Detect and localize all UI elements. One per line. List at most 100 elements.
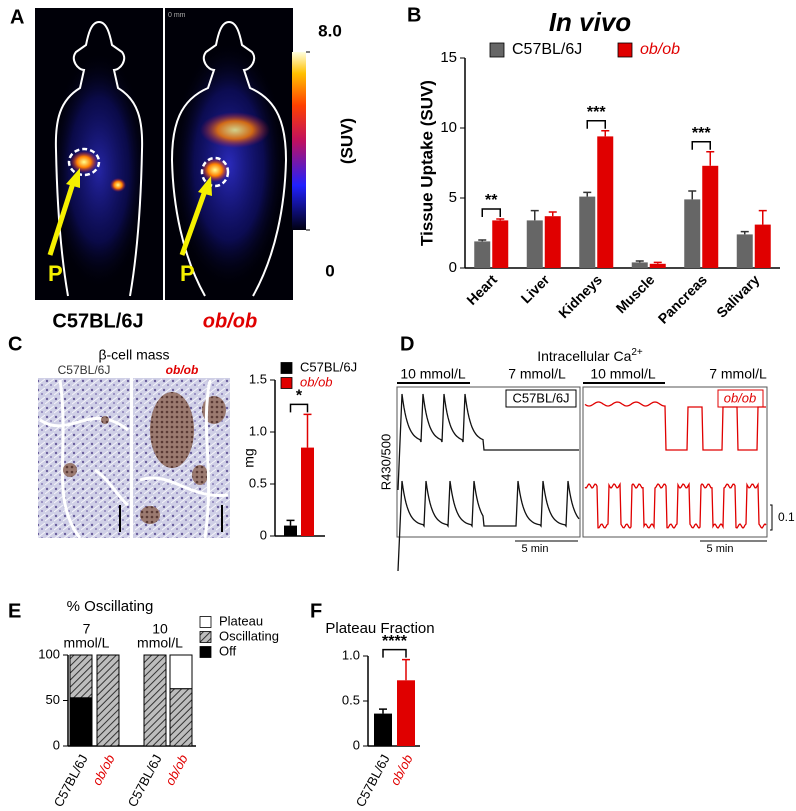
- error-bar: [601, 130, 610, 137]
- legend-label: ob/ob: [640, 41, 680, 58]
- image-label: C57BL/6J: [58, 363, 111, 377]
- bar-segment: [169, 654, 193, 690]
- strain-box: [717, 389, 764, 408]
- y-tick-label: 100: [38, 646, 60, 661]
- x-tick-label: ob/ob: [162, 752, 191, 788]
- y-tick-label: 1.5: [249, 371, 267, 386]
- chart-title: % Oscillating: [67, 598, 154, 615]
- pet-image: P 0 mm: [165, 8, 293, 300]
- title-text: Intracellular Ca: [537, 348, 631, 364]
- significance-label: **: [485, 192, 498, 209]
- y-tick-label: 0: [353, 737, 360, 752]
- bar: [684, 199, 701, 268]
- bar: [544, 216, 561, 268]
- y-tick-label: 1.0: [342, 647, 360, 662]
- bar: [579, 196, 596, 268]
- error-bar: [478, 239, 487, 242]
- significance-bracket: [289, 403, 309, 413]
- condition-label: 7 mmol/L: [709, 366, 767, 382]
- arrow-label: P: [48, 261, 63, 286]
- bar: [597, 136, 614, 268]
- error-bar: [548, 211, 557, 217]
- condition-label: 7 mmol/L: [508, 366, 566, 382]
- error-bar: [706, 151, 715, 166]
- error-bar: [496, 218, 505, 221]
- bar: [631, 262, 648, 268]
- panel-title: β-cell mass: [98, 347, 169, 363]
- scale-label: 5 min: [707, 543, 734, 555]
- scale-bar: [770, 504, 773, 531]
- bar: [397, 680, 415, 746]
- significance-label: ***: [692, 125, 711, 142]
- calcium-trace: [584, 401, 766, 451]
- x-tick-label: ob/ob: [387, 752, 416, 788]
- error-bar: [303, 413, 312, 448]
- y-tick-label: 50: [46, 692, 60, 707]
- y-tick-label: 10: [440, 119, 457, 136]
- chart-title: Plateau Fraction: [325, 620, 434, 637]
- x-tick-label: Salivary: [713, 271, 762, 320]
- bar-segment: [69, 697, 93, 747]
- histology-image: [38, 378, 130, 539]
- scale-text: 0 mm: [168, 12, 186, 19]
- condition-label: 10 mmol/L: [400, 366, 466, 382]
- trace-frame: [582, 386, 768, 538]
- significance-label: ***: [587, 104, 606, 121]
- legend-swatch: [280, 362, 293, 374]
- calcium-trace: [397, 393, 579, 491]
- legend-swatch: [199, 646, 212, 658]
- bar: [492, 220, 509, 268]
- error-bar: [635, 260, 644, 263]
- x-tick-label: ob/ob: [89, 752, 118, 788]
- group-label: 7: [83, 621, 91, 637]
- pet-image: P: [35, 8, 163, 300]
- bar: [649, 263, 666, 268]
- calcium-trace: [584, 482, 767, 530]
- group-label: mmol/L: [137, 635, 183, 651]
- bar: [474, 241, 491, 268]
- calcium-trace: [397, 480, 580, 572]
- significance-bracket: [586, 120, 606, 129]
- error-bar: [583, 191, 592, 197]
- x-tick-label: Liver: [518, 271, 553, 306]
- bar-segment: [69, 654, 93, 699]
- error-bar: [379, 708, 387, 714]
- y-tick-label: 5: [449, 189, 457, 206]
- significance-label: *: [296, 388, 303, 405]
- panel-title: Intracellular Ca2+: [537, 347, 643, 364]
- y-tick-label: 0: [449, 259, 457, 276]
- y-axis-label: R430/500: [378, 434, 393, 490]
- group-label: mmol/L: [64, 635, 110, 651]
- bar-segment: [96, 654, 120, 747]
- significance-bracket: [382, 648, 407, 658]
- bar: [284, 525, 297, 536]
- y-tick-label: 0: [53, 737, 60, 752]
- legend-label: C57BL/6J: [512, 41, 582, 58]
- x-tick-label: Muscle: [613, 271, 658, 316]
- significance-bracket: [481, 208, 501, 217]
- y-tick-label: 1.0: [249, 423, 267, 438]
- bar: [526, 220, 543, 268]
- legend-label: ob/ob: [300, 374, 333, 389]
- colorbar-tick-label: 8.0: [318, 21, 342, 40]
- bar: [702, 165, 719, 268]
- colorbar-tick-label: 0: [325, 261, 334, 280]
- error-bar: [740, 230, 749, 235]
- bar: [754, 224, 771, 268]
- x-tick-label: Kidneys: [555, 271, 605, 321]
- strain-label: C57BL/6J: [512, 390, 569, 405]
- x-tick-label: C57BL/6J: [51, 752, 91, 809]
- panel-letter: A: [10, 6, 24, 28]
- error-bar: [758, 209, 767, 225]
- legend-swatch: [199, 616, 212, 628]
- bar: [374, 713, 392, 746]
- error-bar: [286, 519, 295, 526]
- chart-title: In vivo: [549, 7, 631, 37]
- y-tick-label: 0.5: [342, 692, 360, 707]
- title-superscript: 2+: [631, 347, 643, 358]
- bar: [301, 447, 314, 536]
- colorbar-label: (SUV): [337, 118, 356, 164]
- legend-label: Plateau: [219, 613, 263, 628]
- y-axis-label: Tissue Uptake (SUV): [417, 80, 436, 246]
